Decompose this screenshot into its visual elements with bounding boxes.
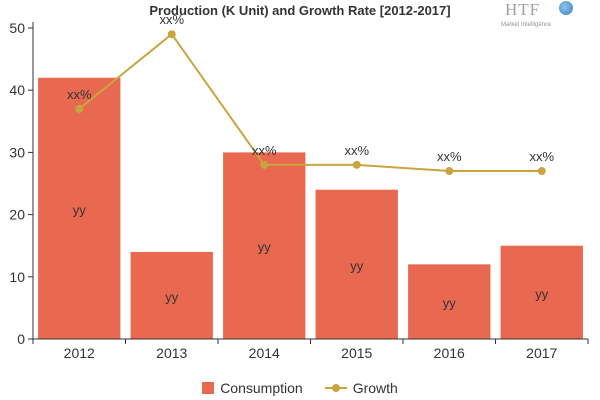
x-tick-label-2012: 2012 bbox=[64, 345, 95, 361]
growth-label: xx% bbox=[67, 87, 92, 102]
growth-label: xx% bbox=[437, 149, 462, 164]
bar-label: yy bbox=[165, 289, 179, 304]
growth-point-2012 bbox=[75, 104, 84, 113]
growth-point-2016 bbox=[445, 167, 454, 176]
bar-2015 bbox=[315, 189, 398, 339]
legend-swatch-consumption bbox=[202, 382, 215, 394]
bar-label: yy bbox=[258, 240, 272, 255]
legend-item-growth[interactable]: Growth bbox=[324, 380, 398, 396]
bar-2013 bbox=[130, 251, 213, 339]
y-tick-label: 0 bbox=[17, 331, 25, 347]
chart-title: Production (K Unit) and Growth Rate [201… bbox=[149, 3, 451, 18]
x-tick-label-2015: 2015 bbox=[341, 345, 372, 361]
bar-2017 bbox=[500, 245, 583, 339]
chart-legend: Consumption Growth bbox=[0, 378, 600, 398]
bar-label: yy bbox=[73, 202, 87, 217]
logo-text: HTF bbox=[505, 0, 541, 19]
y-tick-label: 50 bbox=[9, 20, 25, 36]
brand-logo: HTF Market Intelligence bbox=[497, 0, 587, 34]
y-tick-label: 40 bbox=[9, 82, 25, 98]
legend-label-consumption: Consumption bbox=[220, 380, 303, 396]
x-tick-label-2014: 2014 bbox=[249, 345, 280, 361]
y-tick-label: 10 bbox=[9, 269, 25, 285]
bar-2012 bbox=[38, 77, 121, 339]
x-tick-label-2016: 2016 bbox=[434, 345, 465, 361]
x-tick-label-2013: 2013 bbox=[156, 345, 187, 361]
growth-label: xx% bbox=[344, 143, 369, 158]
legend-item-consumption[interactable]: Consumption bbox=[202, 380, 303, 396]
growth-label: xx% bbox=[159, 12, 184, 27]
bar-label: yy bbox=[350, 258, 364, 273]
y-tick-label: 30 bbox=[9, 144, 25, 160]
bar-label: yy bbox=[535, 286, 549, 301]
bar-label: yy bbox=[443, 296, 457, 311]
y-tick-label: 20 bbox=[9, 207, 25, 223]
globe-icon bbox=[559, 1, 573, 15]
growth-line bbox=[78, 32, 542, 173]
growth-label: xx% bbox=[529, 149, 554, 164]
logo-subtitle: Market Intelligence bbox=[501, 22, 552, 28]
bar-2016 bbox=[408, 264, 491, 339]
legend-label-growth: Growth bbox=[352, 380, 398, 396]
growth-point-2014 bbox=[260, 160, 269, 169]
growth-point-2017 bbox=[537, 167, 546, 176]
growth-point-2013 bbox=[167, 30, 176, 39]
growth-label: xx% bbox=[252, 143, 277, 158]
growth-point-2015 bbox=[352, 160, 361, 169]
bar-2014 bbox=[223, 152, 306, 339]
legend-swatch-growth bbox=[324, 382, 347, 394]
x-tick-label-2017: 2017 bbox=[526, 345, 557, 361]
